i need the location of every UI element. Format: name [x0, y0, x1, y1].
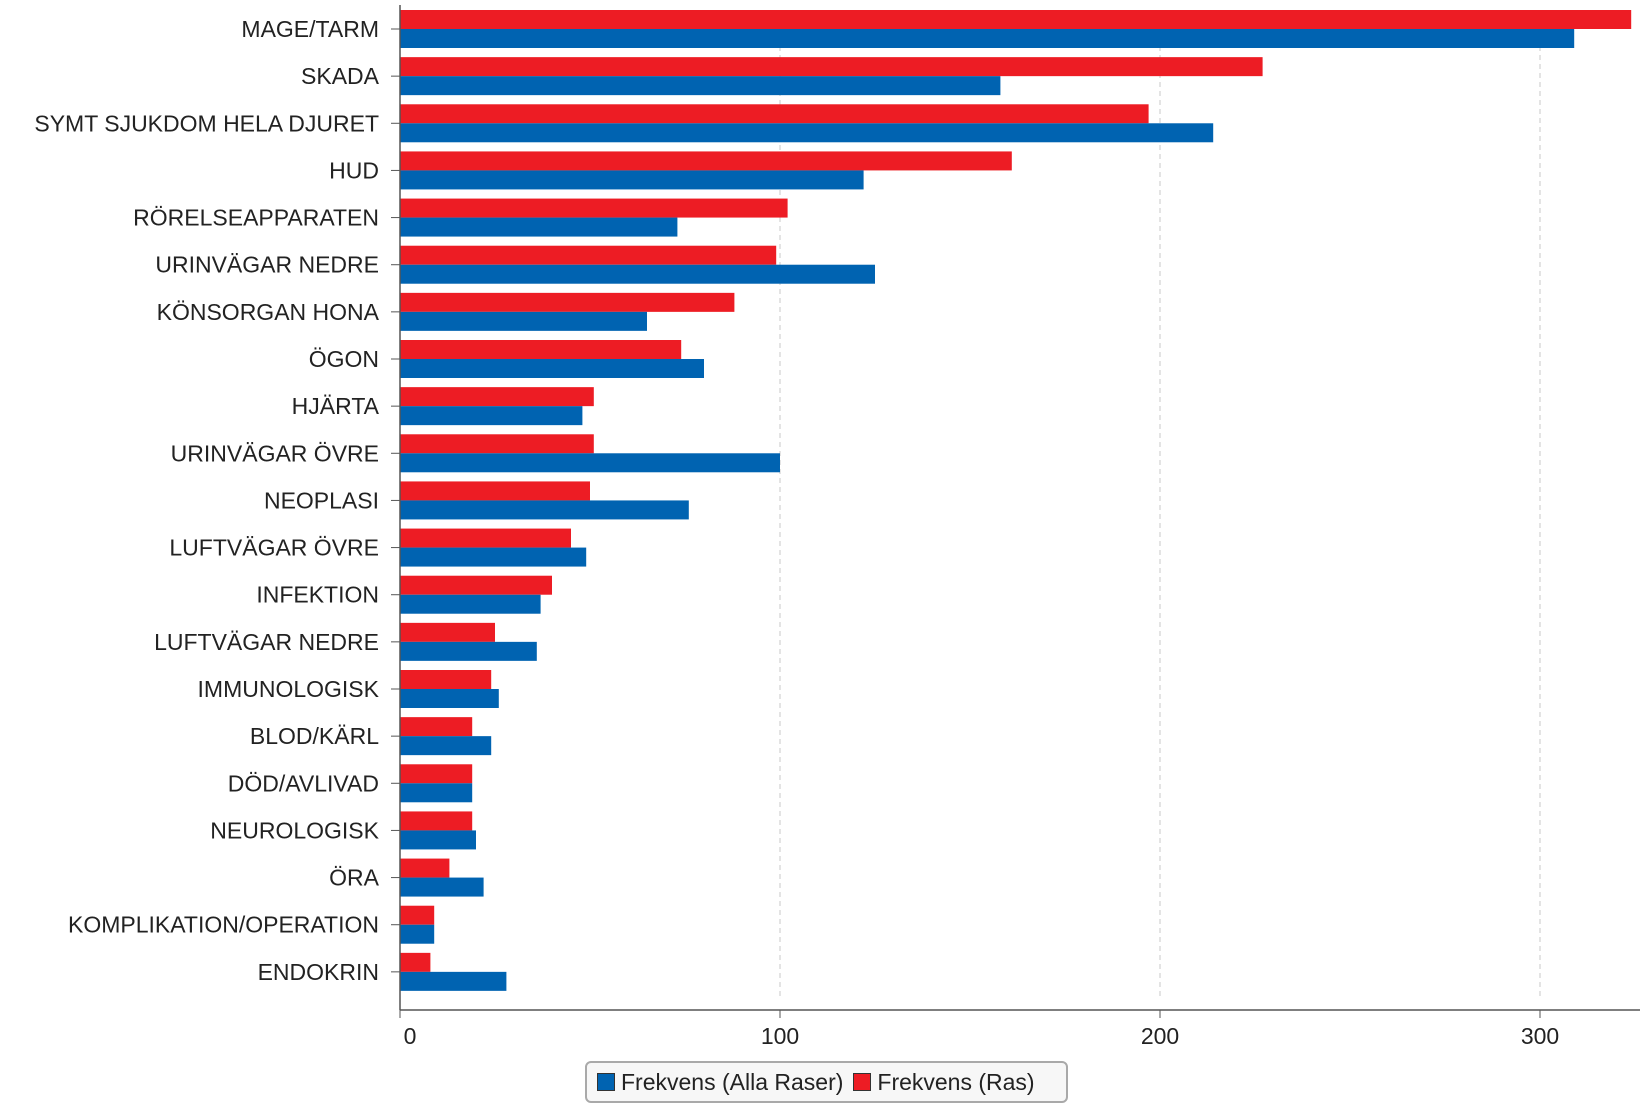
category-label: NEUROLOGISK: [210, 817, 379, 843]
legend-item-alla-raser[interactable]: Frekvens (Alla Raser): [597, 1069, 843, 1096]
category-label: ÖRA: [329, 865, 380, 891]
category-label: LUFTVÄGAR ÖVRE: [169, 535, 379, 561]
category-label: ENDOKRIN: [258, 959, 379, 985]
bar-ras: [400, 10, 1632, 29]
category-label: HJÄRTA: [292, 393, 380, 419]
x-tick-label: 0: [404, 1023, 417, 1049]
category-label: SKADA: [301, 63, 380, 89]
bar-ras: [400, 481, 590, 501]
bar-alla-raser: [400, 500, 689, 520]
bar-ras: [400, 198, 788, 218]
legend-label-ras: Frekvens (Ras): [877, 1068, 1035, 1095]
bar-ras: [400, 57, 1263, 77]
bar-alla-raser: [400, 736, 492, 756]
category-label: INFEKTION: [256, 582, 379, 608]
bar-alla-raser: [400, 264, 875, 284]
bar-alla-raser: [400, 453, 780, 473]
bar-ras: [400, 717, 473, 737]
category-label: HUD: [329, 157, 379, 183]
bar-ras: [400, 905, 435, 925]
bar-alla-raser: [400, 170, 864, 190]
legend-label-alla-raser: Frekvens (Alla Raser): [621, 1068, 844, 1095]
bar-alla-raser: [400, 406, 583, 426]
bar-ras: [400, 622, 495, 642]
category-label: ÖGON: [309, 346, 379, 372]
bar-ras: [400, 764, 473, 784]
category-label: URINVÄGAR NEDRE: [155, 252, 379, 278]
category-label: RÖRELSEAPPARATEN: [133, 205, 379, 231]
bar-ras: [400, 811, 473, 831]
bar-alla-raser: [400, 217, 678, 237]
bar-ras: [400, 952, 431, 972]
category-label: SYMT SJUKDOM HELA DJURET: [34, 110, 379, 136]
x-tick-label: 200: [1141, 1023, 1179, 1049]
bar-ras: [400, 245, 777, 265]
category-label: BLOD/KÄRL: [250, 723, 379, 749]
bar-alla-raser: [400, 877, 484, 897]
bar-alla-raser: [400, 547, 587, 567]
bar-ras: [400, 151, 1012, 171]
bar-ras: [400, 858, 450, 878]
bar-ras: [400, 387, 594, 407]
category-label: MAGE/TARM: [241, 16, 379, 42]
category-label: DÖD/AVLIVAD: [228, 770, 379, 796]
chart-legend[interactable]: Frekvens (Alla Raser) Frekvens (Ras): [585, 1061, 1068, 1103]
bar-alla-raser: [400, 641, 537, 661]
category-label: KÖNSORGAN HONA: [157, 299, 380, 325]
legend-swatch-alla-raser: [597, 1073, 615, 1091]
bar-alla-raser: [400, 924, 435, 944]
x-tick-label: 100: [761, 1023, 799, 1049]
x-tick-label: 300: [1521, 1023, 1559, 1049]
category-label: KOMPLIKATION/OPERATION: [68, 912, 379, 938]
bar-alla-raser: [400, 830, 476, 850]
bar-alla-raser: [400, 29, 1575, 48]
legend-swatch-ras: [853, 1073, 872, 1091]
category-label: IMMUNOLOGISK: [198, 676, 380, 702]
bar-alla-raser: [400, 123, 1214, 143]
bar-ras: [400, 434, 594, 454]
bar-alla-raser: [400, 76, 1001, 96]
bar-alla-raser: [400, 359, 704, 378]
bar-alla-raser: [400, 783, 473, 803]
bar-ras: [400, 340, 682, 359]
bar-alla-raser: [400, 971, 507, 991]
bar-ras: [400, 670, 492, 689]
bar-ras: [400, 575, 552, 595]
category-label: URINVÄGAR ÖVRE: [171, 440, 379, 466]
category-label: LUFTVÄGAR NEDRE: [154, 629, 379, 655]
bar-ras: [400, 292, 735, 312]
bar-alla-raser: [400, 311, 647, 331]
category-label: NEOPLASI: [264, 487, 379, 513]
bar-alla-raser: [400, 689, 499, 708]
bar-ras: [400, 528, 571, 548]
legend-item-ras[interactable]: Frekvens (Ras): [853, 1068, 1035, 1096]
bar-alla-raser: [400, 594, 541, 614]
bar-ras: [400, 104, 1149, 124]
